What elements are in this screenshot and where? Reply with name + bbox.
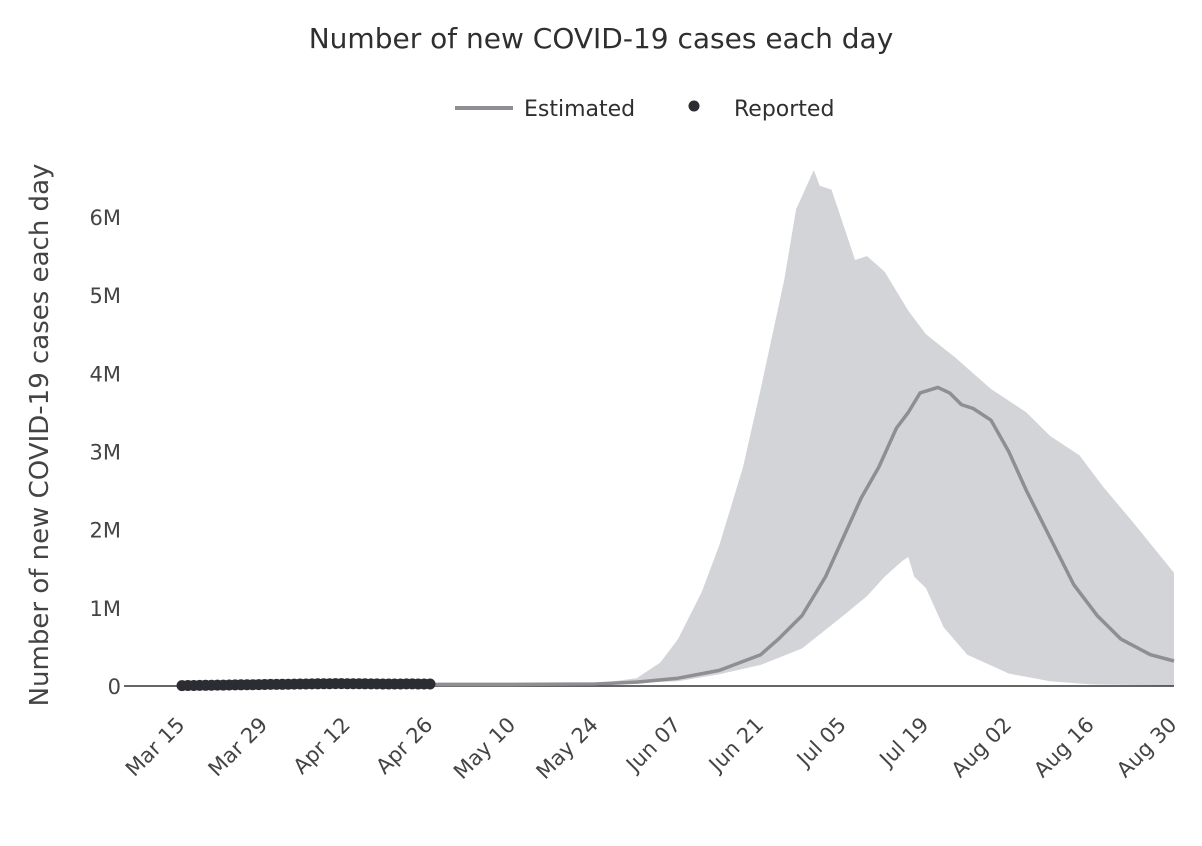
x-tick-label: Apr 12 [289,713,355,779]
y-tick-label: 5M [90,284,121,308]
x-tick-label: Aug 02 [947,713,1017,783]
y-tick-label: 6M [90,206,121,230]
reported-series [176,678,436,692]
estimated-line [430,385,1175,687]
y-tick-label: 3M [90,441,121,465]
estimated-series [430,385,1175,687]
legend: Estimated Reported [455,97,834,122]
x-tick-label: Mar 29 [204,713,273,782]
x-tick-label: Mar 15 [121,713,190,782]
y-axis-label: Number of new COVID-19 cases each day [25,164,55,707]
y-tick-label: 2M [90,519,121,543]
legend-item-reported[interactable]: Reported [688,97,835,122]
x-tick-label: Aug 16 [1029,713,1099,783]
y-tick-label: 4M [90,362,121,386]
x-tick-label: May 24 [532,713,603,784]
x-tick-label: Jul 05 [791,713,851,773]
legend-label-estimated: Estimated [524,97,635,122]
x-axis: Mar 15 Mar 29 Apr 12 Apr 26 May 10 May 24 Jun … [121,713,1182,784]
x-tick-label: May 10 [449,713,520,784]
confidence-band [430,170,1174,686]
chart-title: Number of new COVID-19 cases each day [309,22,894,55]
reported-point [424,678,436,690]
legend-item-estimated[interactable]: Estimated [455,97,635,122]
confidence-band-area [430,170,1174,686]
x-tick-label: Jun 07 [620,713,685,778]
x-tick-label: Aug 30 [1112,713,1182,783]
legend-swatch-reported [688,100,700,112]
x-tick-label: Jul 19 [874,713,934,773]
legend-label-reported: Reported [734,97,834,122]
y-tick-label: 0 [108,675,121,699]
x-tick-label: Apr 26 [371,713,437,779]
y-tick-label: 1M [90,597,121,621]
x-tick-label: Jun 21 [703,713,768,778]
y-axis: 0 1M 2M 3M 4M 5M 6M [90,206,121,699]
